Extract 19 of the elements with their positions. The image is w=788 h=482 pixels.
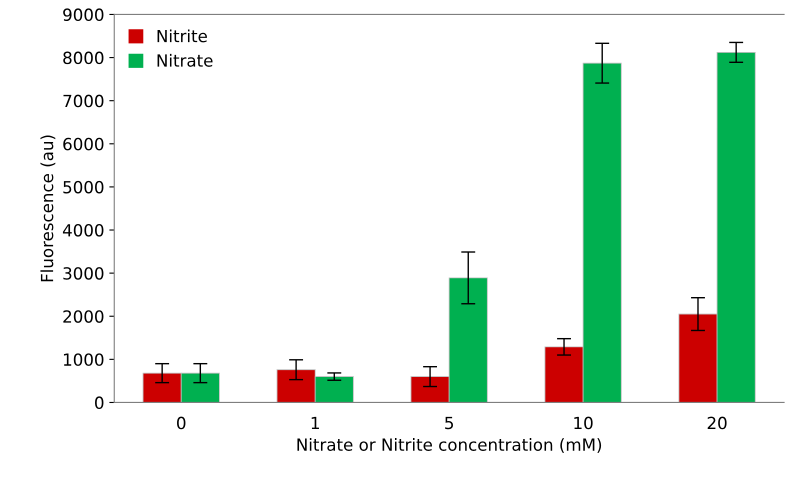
x-tick-label: 5 — [445, 416, 454, 430]
y-tick-label: 0 — [95, 396, 104, 410]
x-tick-label: 0 — [177, 416, 186, 430]
x-tick-label: 1 — [312, 416, 319, 430]
y-tick-label: 7000 — [63, 94, 104, 108]
y-tick-label: 4000 — [62, 224, 104, 237]
x-tick-label: 20 — [708, 416, 727, 430]
legend-label: Nitrate — [158, 54, 213, 67]
y-tick-label: 2000 — [63, 310, 104, 323]
legend-label: Nitrite — [158, 29, 207, 42]
x-axis-title: Nitrate or Nitrite concentration (mM) — [297, 438, 602, 453]
y-tick-label: 1000 — [64, 353, 104, 366]
y-tick-label: 8000 — [63, 52, 104, 64]
y-tick-label: 3000 — [63, 267, 104, 280]
y-axis-title: Fluorescence (au) — [40, 135, 56, 282]
y-tick-label: 6000 — [63, 138, 104, 150]
y-tick-label: 5000 — [63, 180, 104, 194]
y-tick-label: 9000 — [63, 8, 104, 22]
x-tick-label: 10 — [574, 416, 593, 430]
